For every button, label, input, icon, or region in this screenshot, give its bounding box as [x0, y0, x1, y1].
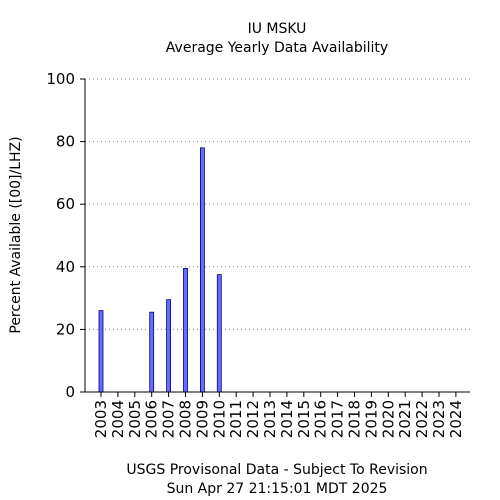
- x-tick-label: 2005: [126, 400, 144, 438]
- x-tick-label: 2006: [143, 400, 161, 438]
- y-tick-label: 0: [65, 383, 75, 401]
- x-tick-label: 2007: [160, 400, 178, 438]
- x-tick-label: 2009: [193, 400, 211, 438]
- x-tick-label: 2018: [346, 400, 364, 438]
- bar-2006: [149, 311, 155, 393]
- y-tick-label: 60: [56, 195, 75, 213]
- x-tick-label: 2004: [109, 400, 127, 438]
- y-tick-label: 20: [56, 320, 75, 338]
- x-tick-label: 2022: [413, 400, 431, 438]
- x-tick-label: 2024: [447, 400, 465, 438]
- x-axis-ticks: 2003200420052006200720082009201020112012…: [92, 392, 465, 438]
- x-tick-label: 2013: [261, 400, 279, 438]
- x-tick-label: 2023: [430, 400, 448, 438]
- bar-2003: [98, 310, 104, 393]
- x-tick-label: 2020: [379, 400, 397, 438]
- x-tick-label: 2010: [210, 400, 228, 438]
- x-tick-label: 2014: [278, 400, 296, 438]
- bar-2010: [216, 274, 222, 393]
- x-tick-label: 2021: [396, 400, 414, 438]
- y-tick-label: 40: [56, 258, 75, 276]
- x-tick-label: 2008: [177, 400, 195, 438]
- bar-2009: [199, 147, 205, 393]
- bar-2008: [183, 267, 188, 393]
- y-tick-label: 80: [56, 133, 75, 151]
- y-axis-ticks: 0 20 40 60 80 100: [46, 70, 85, 401]
- footer-timestamp: Sun Apr 27 21:15:01 MDT 2025: [167, 481, 388, 497]
- chart-title: IU MSKU: [248, 21, 307, 37]
- bar-2007: [166, 299, 172, 393]
- footer-provisional-note: USGS Provisonal Data - Subject To Revisi…: [126, 462, 427, 478]
- y-axis-label: Percent Available ([00]/LHZ): [8, 136, 24, 333]
- x-tick-label: 2016: [312, 400, 330, 438]
- y-tick-label: 100: [46, 70, 75, 88]
- x-tick-label: 2019: [362, 400, 380, 438]
- grid-lines: [85, 78, 470, 330]
- x-tick-label: 2011: [227, 400, 245, 438]
- bars: [98, 147, 222, 393]
- chart-subtitle: Average Yearly Data Availability: [166, 40, 388, 56]
- x-tick-label: 2003: [92, 400, 110, 438]
- x-tick-label: 2015: [295, 400, 313, 438]
- x-tick-label: 2012: [244, 400, 262, 438]
- x-tick-label: 2017: [329, 400, 347, 438]
